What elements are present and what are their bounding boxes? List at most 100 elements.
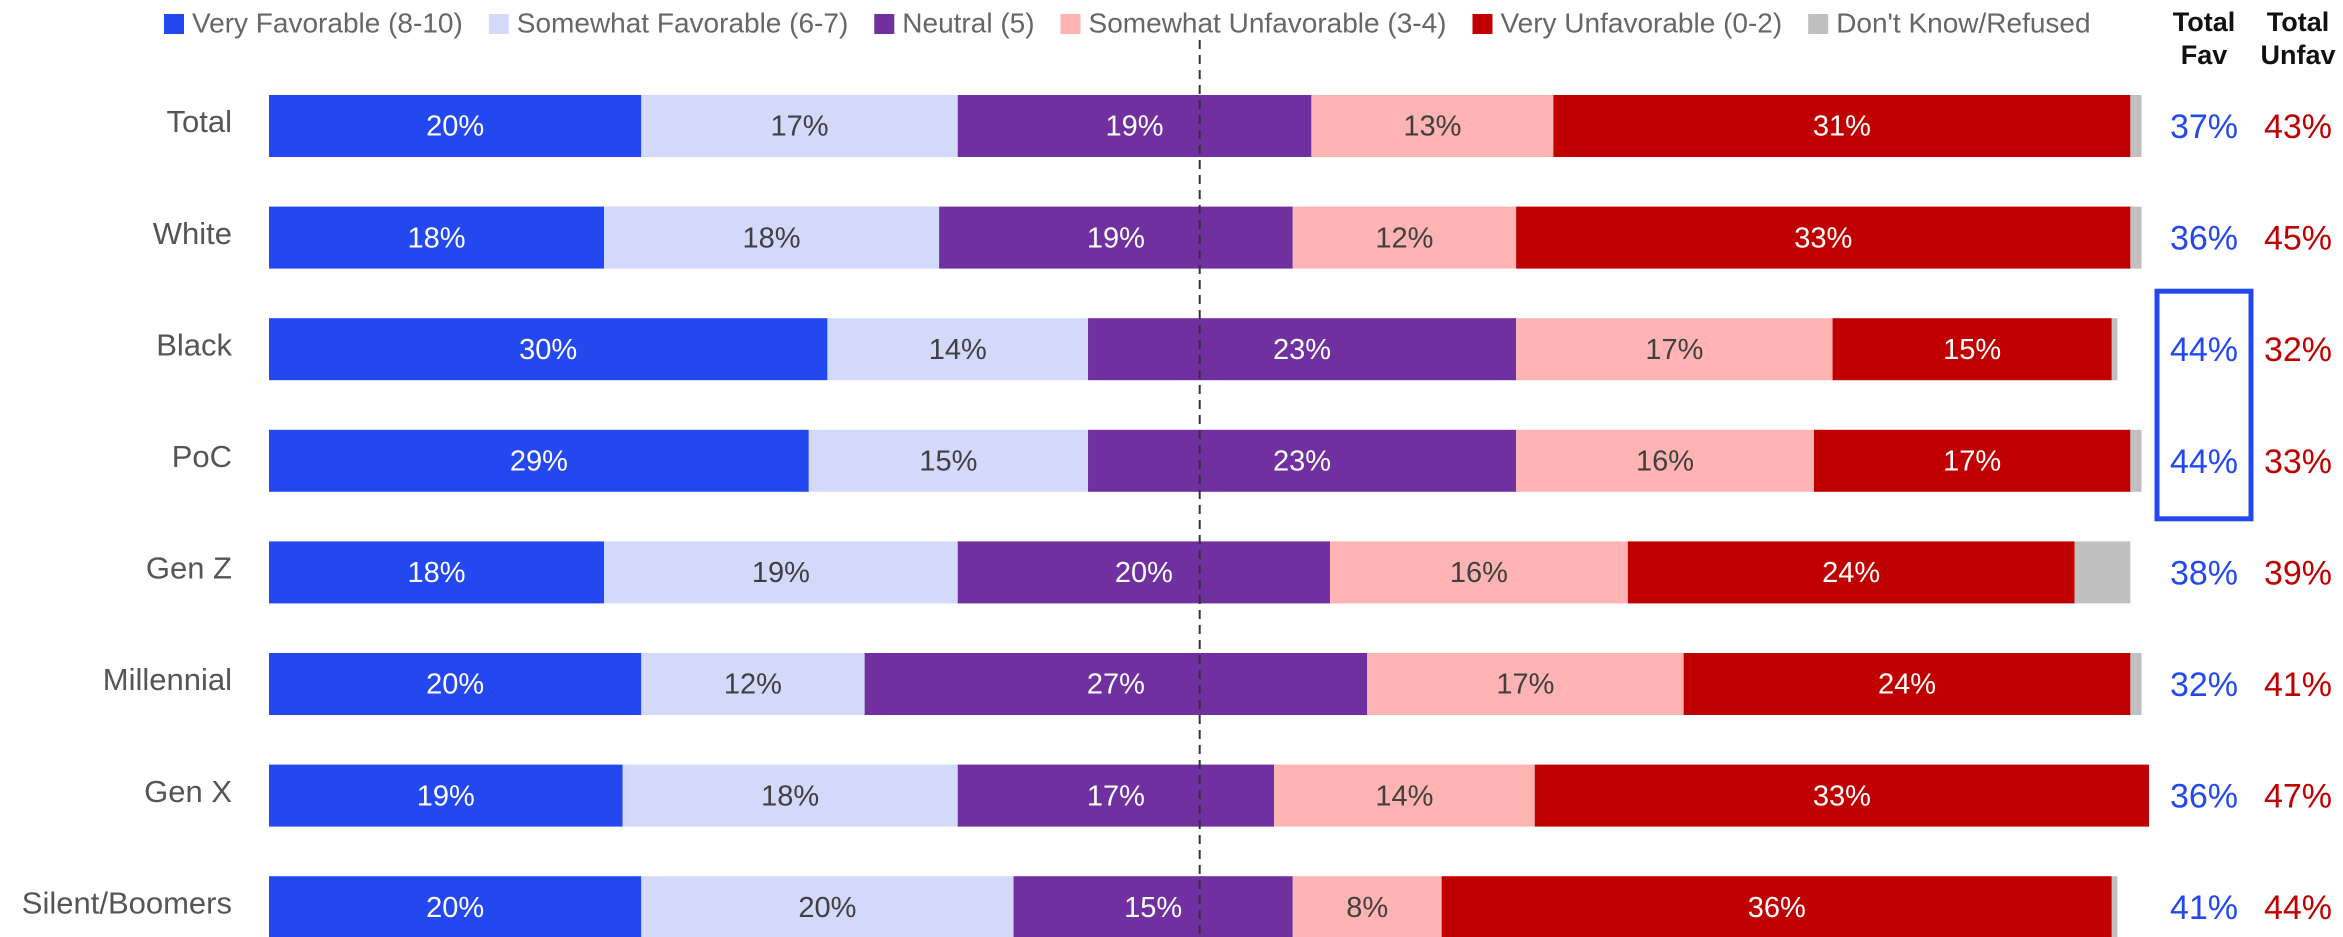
bar-segment <box>957 541 1330 604</box>
data-label: 24% <box>1878 669 1936 701</box>
data-label: 18% <box>743 222 801 254</box>
category-label: Total <box>167 104 232 139</box>
bar-segment <box>269 876 642 937</box>
legend-label: Somewhat Unfavorable (3-4) <box>1089 7 1447 38</box>
data-label: 18% <box>408 557 466 589</box>
total-fav: 41% <box>2170 889 2238 927</box>
bar-segment <box>1441 876 2112 937</box>
total-fav: 37% <box>2170 108 2238 146</box>
data-label: 36% <box>1748 892 1806 924</box>
bar-segment <box>1292 876 1442 937</box>
bar-segment <box>1367 653 1684 715</box>
data-label: 8% <box>1346 892 1388 924</box>
total-unfav: 47% <box>2264 778 2332 816</box>
data-label: 33% <box>1813 780 1871 812</box>
column-header: Fav <box>2181 40 2228 70</box>
bar-segment <box>269 429 809 492</box>
column-header: Total <box>2173 7 2236 37</box>
total-unfav: 39% <box>2264 554 2332 592</box>
total-unfav: 44% <box>2264 889 2332 927</box>
bar-segment <box>1311 95 1554 157</box>
data-label: 18% <box>761 780 819 812</box>
bar-segment <box>269 206 605 269</box>
bar-segment <box>864 653 1368 715</box>
data-label: 18% <box>408 222 466 254</box>
bar-segment <box>1088 318 1517 381</box>
data-label: 23% <box>1273 334 1331 366</box>
category-label: Silent/Boomers <box>22 885 232 920</box>
data-label: 15% <box>919 445 977 477</box>
data-label: 20% <box>426 892 484 924</box>
data-label: 19% <box>1087 222 1145 254</box>
bar-segment <box>957 764 1275 827</box>
bar-segment <box>641 876 1014 937</box>
data-label: 13% <box>1403 111 1461 143</box>
data-label: 17% <box>1645 334 1703 366</box>
data-label: 16% <box>1636 445 1694 477</box>
data-label: 20% <box>426 111 484 143</box>
total-unfav: 45% <box>2264 220 2332 258</box>
legend-label: Very Unfavorable (0-2) <box>1501 7 1783 38</box>
bar-segment <box>2130 206 2142 269</box>
bar-segment <box>269 318 828 381</box>
data-label: 20% <box>1115 557 1173 589</box>
category-label: Millennial <box>103 662 232 697</box>
total-unfav: 43% <box>2264 108 2332 146</box>
total-fav: 32% <box>2170 666 2238 704</box>
data-label: 23% <box>1273 445 1331 477</box>
data-label: 17% <box>770 111 828 143</box>
bar-segment <box>641 653 865 715</box>
bar-segment <box>2130 653 2142 715</box>
bar-segment <box>939 206 1293 269</box>
data-label: 15% <box>1943 334 2001 366</box>
highlight-box <box>2154 288 2254 522</box>
legend-label: Neutral (5) <box>902 7 1034 38</box>
total-unfav: 41% <box>2264 666 2332 704</box>
legend-swatch <box>1060 14 1081 34</box>
category-label: Gen Z <box>146 551 232 586</box>
total-fav: 38% <box>2170 554 2238 592</box>
bar-segment <box>808 429 1089 492</box>
column-header: Total <box>2267 7 2330 37</box>
bar-segment <box>604 206 940 269</box>
bar-segment <box>1329 541 1628 604</box>
legend-swatch <box>1472 14 1493 34</box>
bar-segment <box>2074 541 2131 604</box>
bar-segment <box>269 541 605 604</box>
data-label: 17% <box>1496 669 1554 701</box>
data-label: 19% <box>417 780 475 812</box>
bar-segment <box>1813 429 2131 492</box>
data-label: 15% <box>1124 892 1182 924</box>
legend-swatch <box>488 14 509 34</box>
data-label: 20% <box>798 892 856 924</box>
data-label: 31% <box>1813 111 1871 143</box>
bar-segment <box>1832 318 2112 381</box>
total-fav: 36% <box>2170 778 2238 816</box>
data-label: 20% <box>426 669 484 701</box>
legend-label: Don't Know/Refused <box>1836 7 2090 38</box>
category-label: Gen X <box>144 774 232 809</box>
data-label: 16% <box>1450 557 1508 589</box>
data-label: 12% <box>724 669 782 701</box>
data-label: 30% <box>519 334 577 366</box>
bar-segment <box>1553 95 2131 157</box>
total-unfav: 33% <box>2264 443 2332 481</box>
legend-swatch <box>1808 14 1829 34</box>
category-label: PoC <box>172 439 232 474</box>
bar-segment <box>2111 318 2118 381</box>
legend-swatch <box>874 14 895 34</box>
category-label: White <box>153 216 232 251</box>
column-header: Unfav <box>2260 40 2335 70</box>
bar-segment <box>1292 206 1517 269</box>
data-label: 17% <box>1943 445 2001 477</box>
total-unfav: 32% <box>2264 331 2332 369</box>
category-label: Black <box>156 327 232 362</box>
bar-segment <box>1516 206 2131 269</box>
total-fav: 44% <box>2170 331 2238 369</box>
bar-segment <box>622 764 958 827</box>
bar-segment <box>1088 429 1517 492</box>
data-label: 19% <box>1106 111 1164 143</box>
bar-segment <box>269 95 642 157</box>
legend-label: Very Favorable (8-10) <box>192 7 463 38</box>
